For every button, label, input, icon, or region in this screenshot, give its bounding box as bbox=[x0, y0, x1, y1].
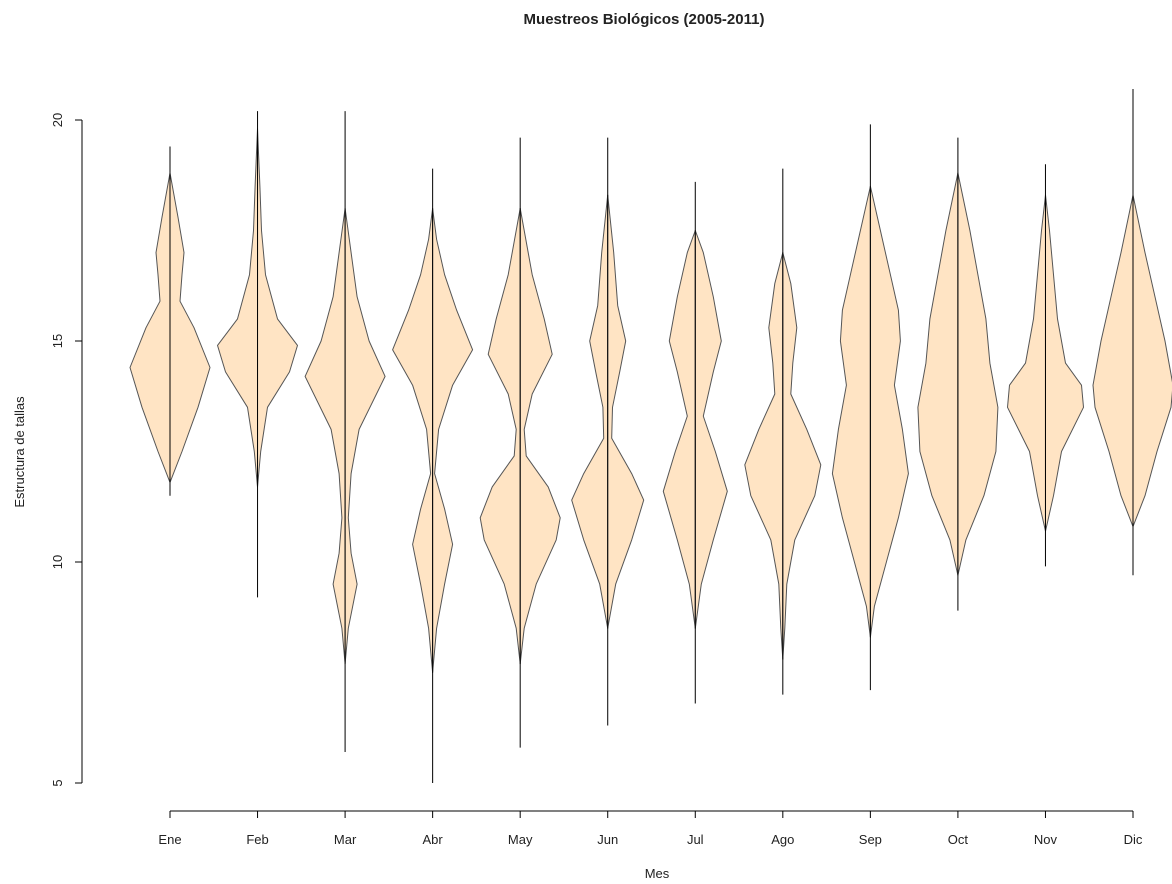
violin-left bbox=[479, 207, 521, 665]
violin-right bbox=[782, 252, 822, 660]
x-tick-label: Sep bbox=[859, 832, 882, 847]
y-tick-label: 5 bbox=[50, 779, 65, 786]
y-axis-label: Estructura de tallas bbox=[12, 396, 27, 508]
violin-left bbox=[917, 172, 959, 576]
x-tick-label: Abr bbox=[423, 832, 444, 847]
violin-left bbox=[744, 252, 784, 660]
violin-right bbox=[1132, 194, 1172, 528]
x-tick-label: Jul bbox=[687, 832, 704, 847]
x-axis-label: Mes bbox=[645, 866, 670, 881]
violin-right bbox=[344, 207, 386, 665]
violin-left bbox=[571, 194, 609, 629]
violin-right bbox=[957, 172, 999, 576]
x-tick-label: Jun bbox=[597, 832, 618, 847]
violin-left bbox=[662, 230, 696, 629]
violin-right bbox=[607, 194, 645, 629]
violin-left bbox=[217, 128, 258, 488]
chart-title: Muestreos Biológicos (2005-2011) bbox=[524, 11, 765, 28]
violin-left bbox=[392, 207, 434, 673]
violin-left bbox=[129, 172, 171, 483]
x-tick-label: Mar bbox=[334, 832, 357, 847]
x-tick-label: Ene bbox=[158, 832, 181, 847]
y-tick-label: 20 bbox=[50, 113, 65, 127]
violin-right bbox=[519, 207, 561, 665]
x-tick-label: Oct bbox=[948, 832, 969, 847]
violin-right bbox=[869, 185, 909, 638]
violin-right bbox=[1045, 194, 1084, 532]
violin-left bbox=[1092, 194, 1134, 528]
violin-left bbox=[1007, 194, 1046, 532]
y-tick-label: 10 bbox=[50, 555, 65, 569]
violin-left bbox=[831, 185, 871, 638]
x-tick-label: Dic bbox=[1124, 832, 1143, 847]
x-tick-label: May bbox=[508, 832, 533, 847]
violin-right bbox=[432, 207, 474, 673]
y-tick-label: 15 bbox=[50, 334, 65, 348]
violin-left bbox=[304, 207, 346, 665]
x-tick-label: Nov bbox=[1034, 832, 1058, 847]
x-tick-label: Ago bbox=[771, 832, 794, 847]
violin-right bbox=[694, 230, 728, 629]
violin-right bbox=[169, 172, 211, 483]
x-tick-label: Feb bbox=[246, 832, 268, 847]
violin-right bbox=[257, 128, 298, 488]
